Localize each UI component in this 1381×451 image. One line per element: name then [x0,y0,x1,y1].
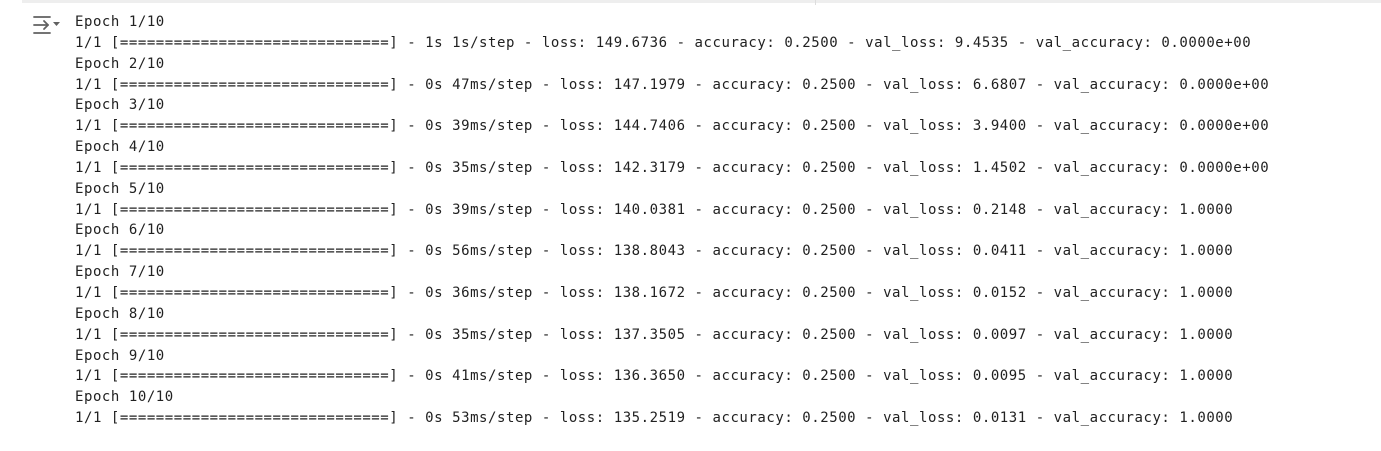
epoch-header-line: Epoch 8/10 [75,305,165,322]
epoch-header-line: Epoch 7/10 [75,264,165,281]
cell-output: Epoch 1/10 1/1 [=========================… [75,12,1365,429]
epoch-header-line: Epoch 9/10 [75,347,165,364]
training-progress-line: 1/1 [==============================] - 0… [75,118,1270,135]
epoch-header-line: Epoch 3/10 [75,97,165,114]
output-collapse-glyph [33,16,60,34]
training-progress-line: 1/1 [==============================] - 0… [75,201,1234,218]
cell-divider-tick [815,0,816,5]
training-progress-line: 1/1 [==============================] - 0… [75,326,1234,343]
output-collapse-icon[interactable] [30,12,62,38]
training-progress-line: 1/1 [==============================] - 0… [75,410,1234,427]
training-progress-line: 1/1 [==============================] - 0… [75,76,1270,93]
training-progress-line: 1/1 [==============================] - 0… [75,243,1234,260]
training-progress-line: 1/1 [==============================] - 0… [75,368,1234,385]
epoch-header-line: Epoch 10/10 [75,389,174,406]
training-progress-line: 1/1 [==============================] - 0… [75,284,1234,301]
epoch-header-line: Epoch 6/10 [75,222,165,239]
training-progress-line: 1/1 [==============================] - 0… [75,159,1270,176]
training-progress-line: 1/1 [==============================] - 1… [75,34,1252,51]
epoch-header-line: Epoch 2/10 [75,55,165,72]
cell-top-border [22,0,1381,3]
epoch-header-line: Epoch 4/10 [75,139,165,156]
epoch-header-line: Epoch 5/10 [75,180,165,197]
epoch-header-line: Epoch 1/10 [75,14,165,30]
